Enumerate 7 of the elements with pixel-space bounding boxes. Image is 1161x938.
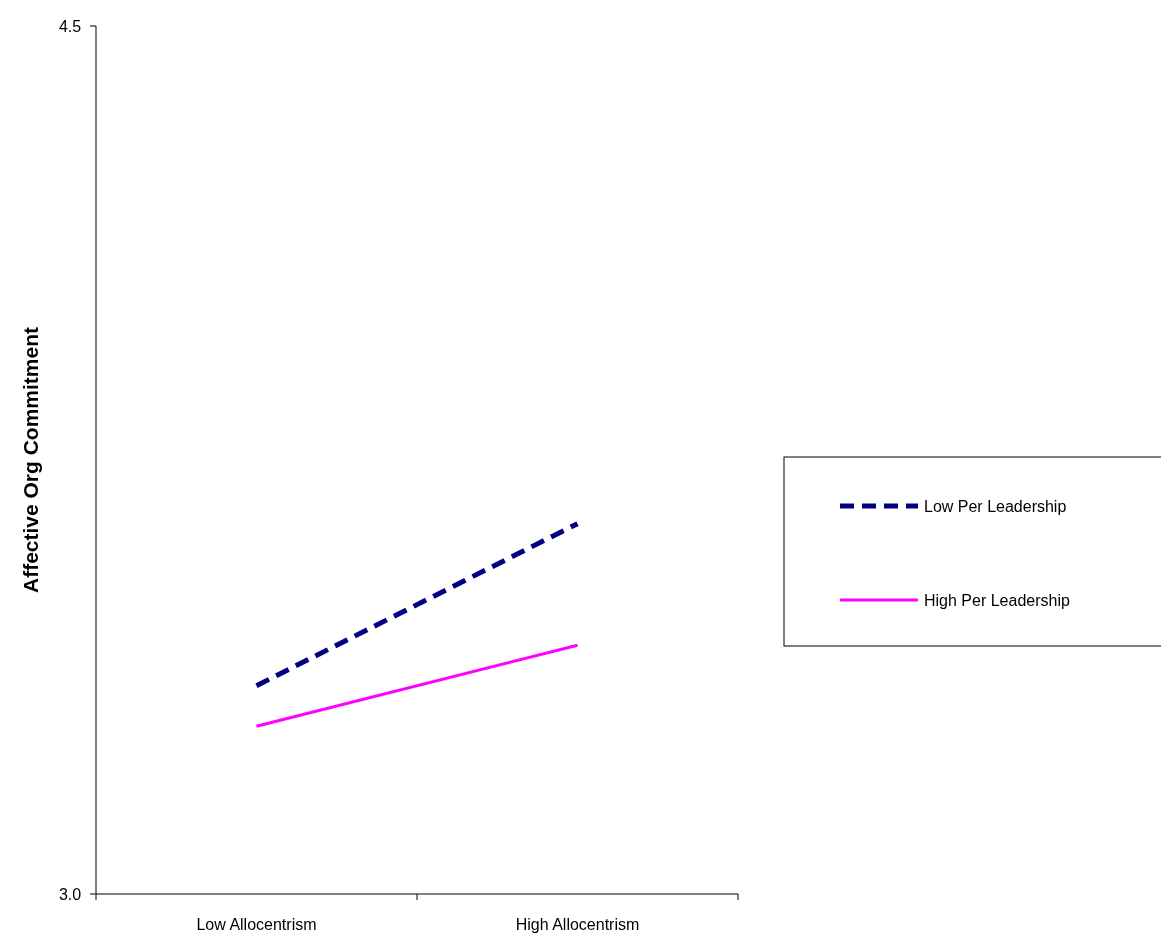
y-axis-title: Affective Org Commitment (19, 326, 42, 594)
x-tick-label: High Allocentrism (515, 916, 640, 933)
legend-label: Low Per Leadership (924, 497, 1067, 515)
y-tick-label: 4.5 (58, 17, 82, 35)
y-tick-label: 3.0 (58, 885, 82, 903)
legend-label: High Per Leadership (924, 591, 1070, 609)
x-tick-label: Low Allocentrism (196, 916, 317, 933)
